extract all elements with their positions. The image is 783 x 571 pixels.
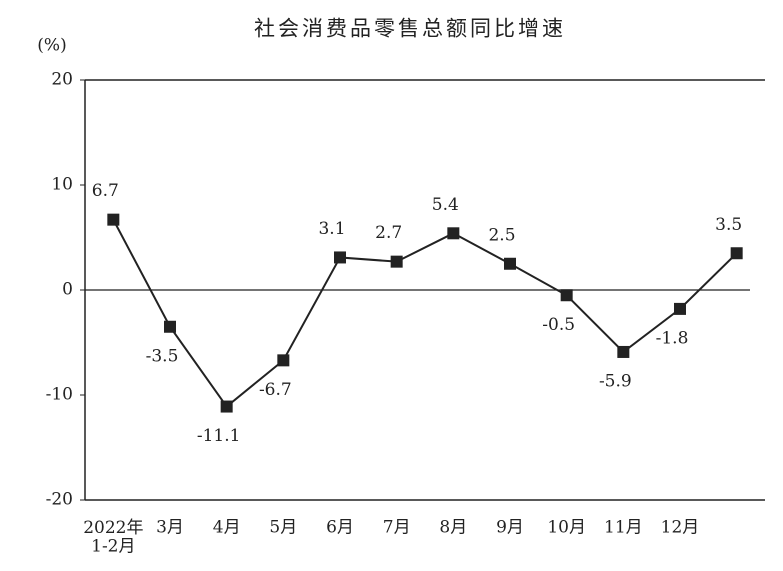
data-label: 5.4 xyxy=(432,195,459,215)
data-label: 2.5 xyxy=(488,225,515,245)
data-label: -6.7 xyxy=(259,380,292,400)
data-point xyxy=(334,251,346,264)
data-point xyxy=(730,247,743,260)
x-tick-label: 3月 xyxy=(156,518,184,538)
data-label: -3.5 xyxy=(146,346,179,366)
data-label: -11.1 xyxy=(197,426,241,446)
data-label: 2.7 xyxy=(375,223,402,243)
y-tick-label: 20 xyxy=(51,70,73,90)
data-point xyxy=(447,227,460,240)
x-tick-label: 10月 xyxy=(547,518,586,538)
x-tick-label: 12月 xyxy=(661,518,700,538)
x-tick-label: 8月 xyxy=(439,518,467,538)
data-label: -5.9 xyxy=(599,371,632,391)
data-label: 3.1 xyxy=(318,219,345,239)
x-tick-label: 9月 xyxy=(496,518,524,538)
x-tick-label: 6月 xyxy=(326,518,354,538)
y-tick-label: -10 xyxy=(46,385,73,405)
data-point xyxy=(107,213,120,226)
data-point xyxy=(277,354,290,367)
y-tick-label: 10 xyxy=(51,175,73,195)
data-point xyxy=(674,302,686,315)
chart-title: 社会消费品零售总额同比增速 xyxy=(254,17,566,41)
x-tick-label: 7月 xyxy=(383,518,411,538)
data-point xyxy=(164,320,176,333)
x-tick-label: 5月 xyxy=(269,518,297,538)
data-point xyxy=(220,400,233,413)
data-point xyxy=(504,257,516,270)
data-label: -1.8 xyxy=(656,328,689,348)
data-point xyxy=(390,255,403,268)
y-unit: (%) xyxy=(37,36,66,56)
x-tick-label: 4月 xyxy=(213,518,241,538)
y-tick-label: 0 xyxy=(62,280,73,300)
x-tick-label: 2022年 1-2月 xyxy=(83,518,143,557)
data-line xyxy=(112,219,738,409)
data-label: -0.5 xyxy=(542,315,575,335)
data-point xyxy=(560,289,573,302)
x-tick-label: 11月 xyxy=(604,518,643,538)
data-point xyxy=(617,345,630,358)
data-label: 6.7 xyxy=(92,181,119,201)
data-label: 3.5 xyxy=(715,215,742,235)
y-tick-label: -20 xyxy=(46,490,73,510)
